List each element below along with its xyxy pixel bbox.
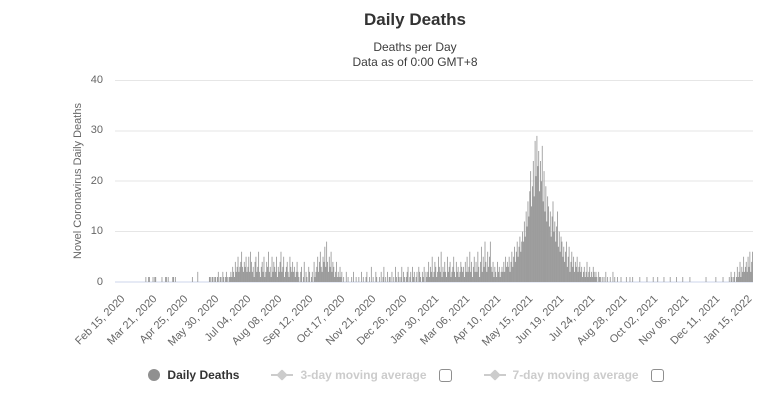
circle-marker-icon: [148, 369, 161, 381]
y-tick-label: 40: [90, 73, 103, 86]
chart-title: Daily Deaths: [363, 10, 467, 29]
diamond-line-marker-icon: [271, 369, 294, 381]
daily-deaths-bars: [145, 135, 753, 282]
y-tick-label: 0: [96, 275, 103, 288]
y-tick-label: 30: [90, 124, 103, 137]
legend-checkbox-7-day[interactable]: [650, 368, 664, 382]
legend-label: 3-day moving average: [300, 368, 427, 382]
legend-label: 7-day moving average: [512, 368, 639, 382]
legend-checkbox-3-day[interactable]: [438, 368, 452, 382]
legend-item-daily-deaths[interactable]: Daily Deaths: [148, 368, 239, 382]
chart-subtitle-line2: Data as of 0:00 GMT+8: [352, 55, 478, 69]
legend-item-3-day-moving-average[interactable]: 3-day moving average: [271, 368, 452, 382]
y-tick-label: 10: [90, 225, 103, 238]
legend: Daily Deaths 3-day moving average 7-day …: [36, 368, 776, 382]
y-tick-label: 20: [90, 174, 103, 187]
diamond-line-marker-icon: [483, 369, 506, 381]
legend-item-7-day-moving-average[interactable]: 7-day moving average: [483, 368, 664, 382]
legend-label: Daily Deaths: [167, 368, 240, 382]
chart-subtitle-line1: Deaths per Day: [373, 40, 457, 54]
